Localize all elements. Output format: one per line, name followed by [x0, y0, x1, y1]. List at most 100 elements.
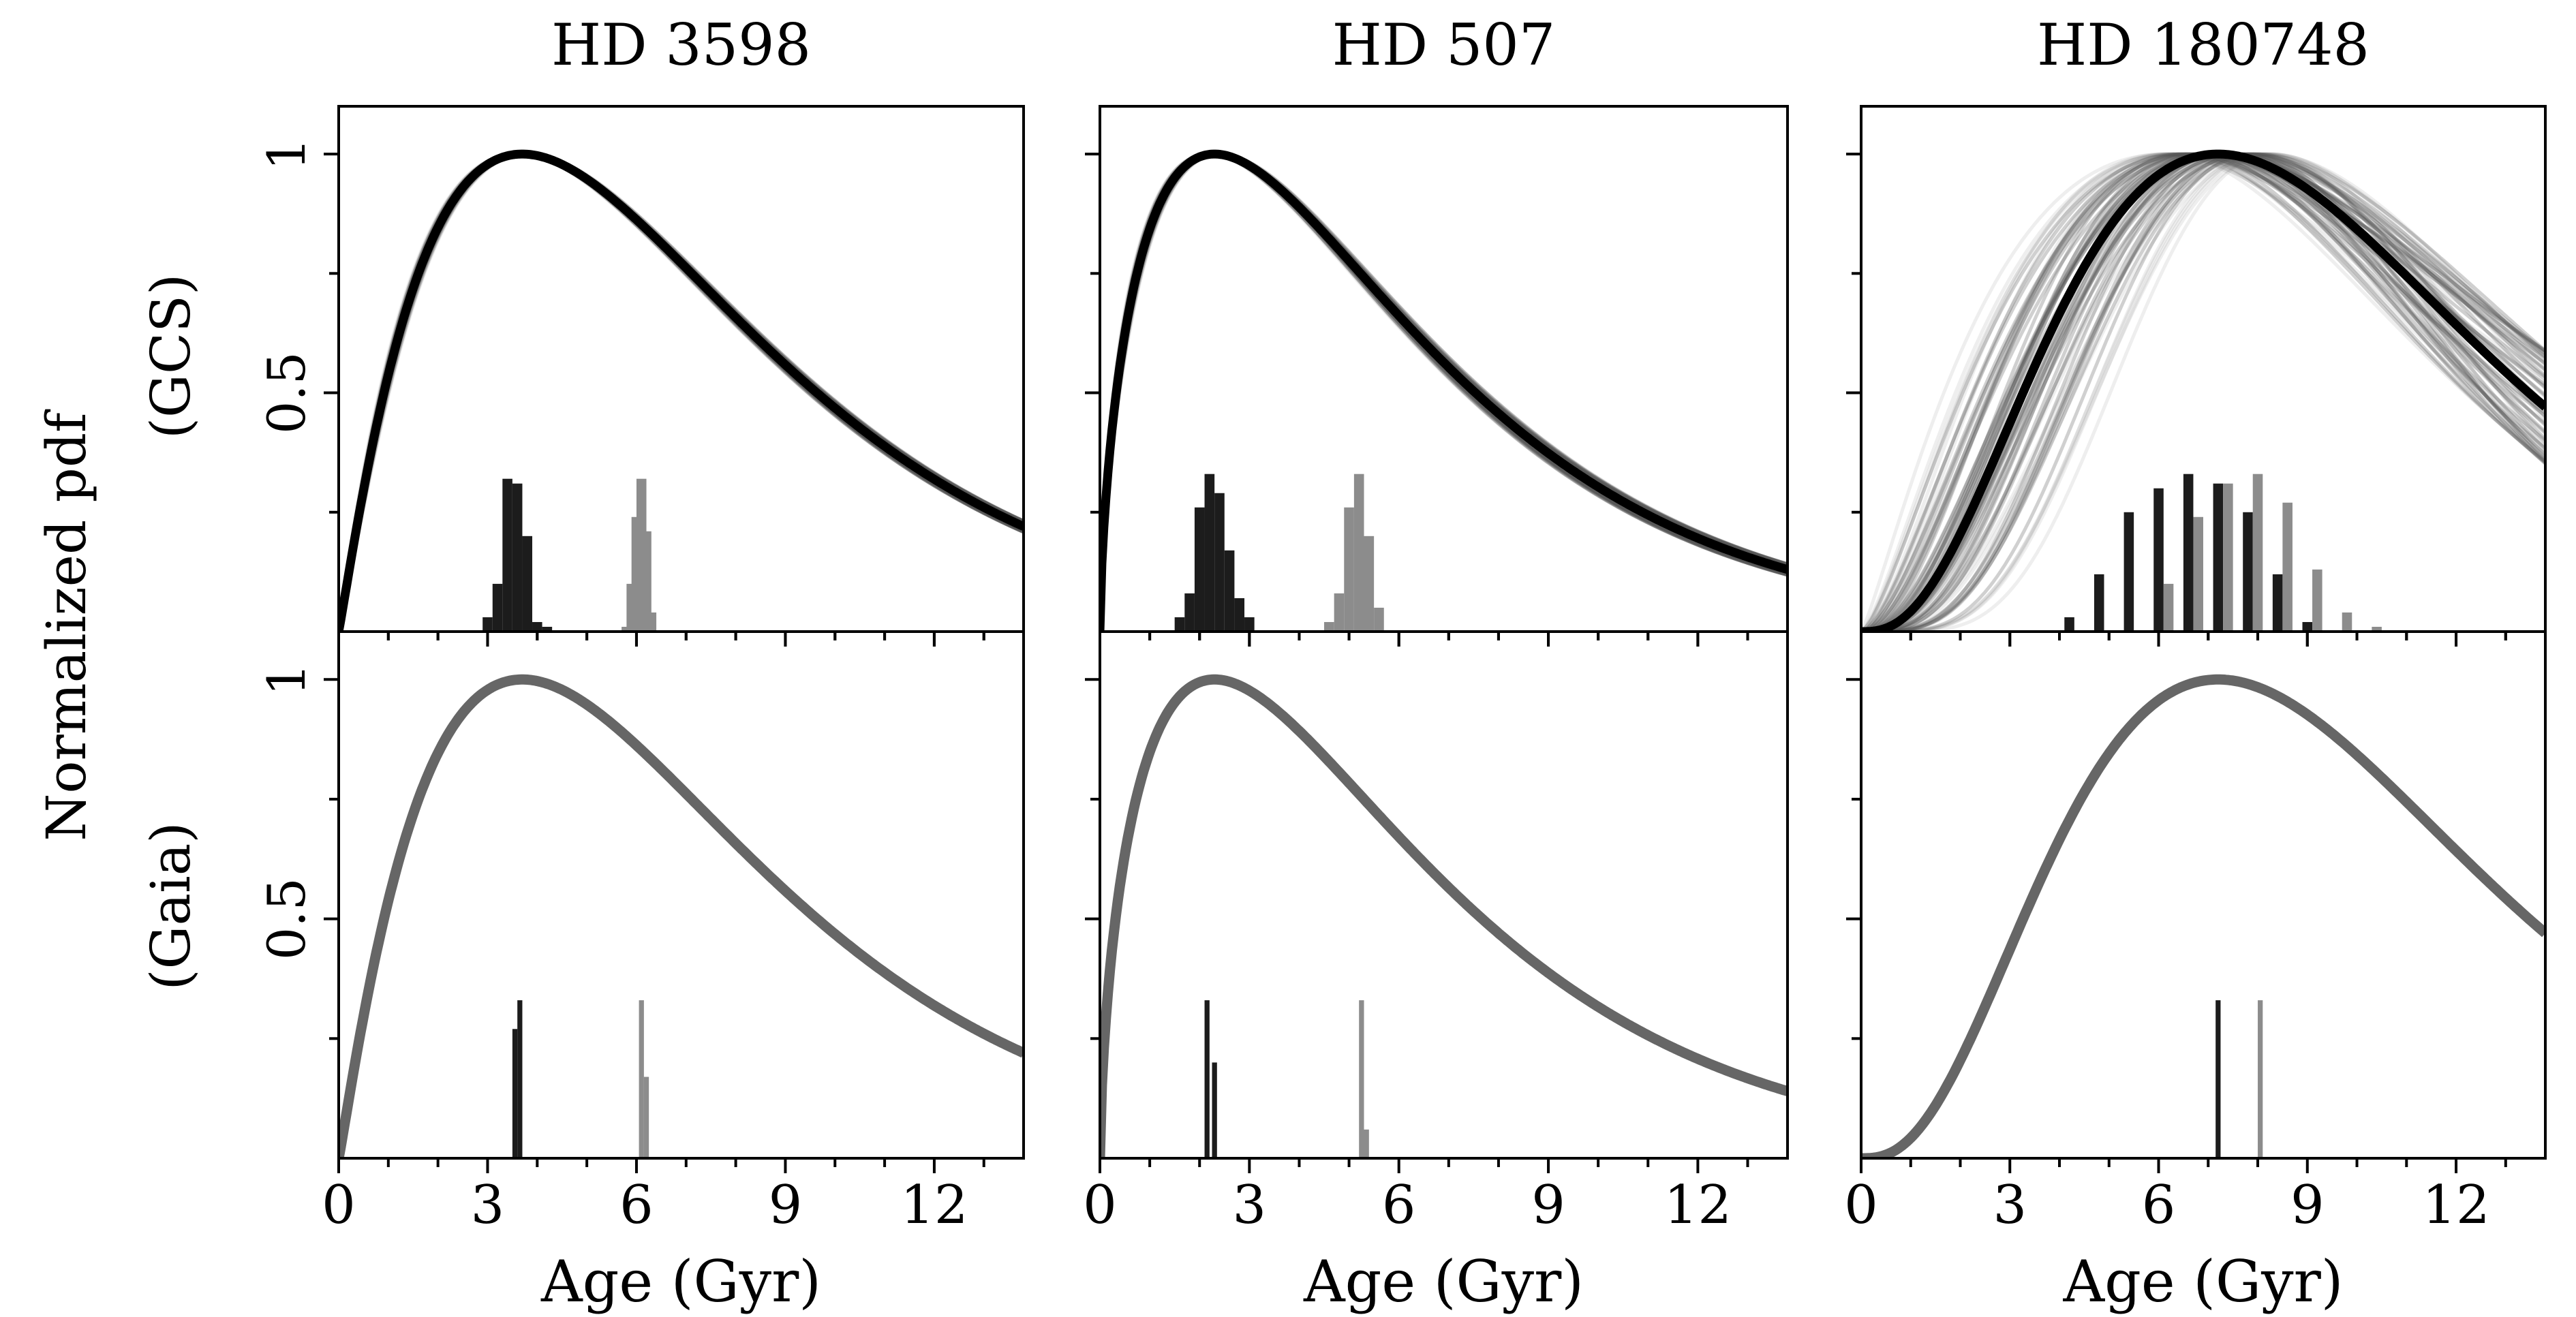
x-tick-label: 9: [2290, 1175, 2325, 1236]
histogram-light-bar: [1374, 607, 1384, 632]
y-axis-main-label: Normalized pdf: [35, 409, 98, 841]
y-tick-label: 1: [256, 138, 317, 170]
histogram-dark-bar: [2213, 483, 2224, 632]
histogram-light-bar: [641, 531, 651, 632]
subplot-body: [1861, 149, 2545, 632]
subplot-body: [339, 674, 1024, 1158]
x-tick-label: 12: [900, 1175, 968, 1236]
x-tick-label: 12: [2422, 1175, 2489, 1236]
x-tick-label: 9: [1531, 1175, 1565, 1236]
gcs-sample-curve: [1861, 152, 2545, 632]
gcs-best-fit-curve: [1861, 149, 2545, 632]
histogram-dark-bar: [492, 583, 503, 632]
histogram-light-bar: [2282, 502, 2293, 632]
histogram-light-bar: [643, 1076, 649, 1158]
histogram-light-bar: [639, 1000, 644, 1158]
x-tick-label: 6: [2142, 1175, 2176, 1236]
subplot-gaia: 0.5 1 0 3 6 9 12 Age (Gyr): [256, 630, 1025, 1315]
gcs-sample-curve: [1861, 152, 2545, 632]
gcs-sample-curve: [1861, 152, 2545, 632]
x-tick-label: 9: [769, 1175, 803, 1236]
histogram-dark-bar: [1214, 493, 1225, 632]
gcs-sample-curve: [1861, 152, 2545, 632]
panel-title: HD 3598: [551, 12, 811, 78]
x-tick-label: 12: [1664, 1175, 1732, 1236]
x-tick-label: 0: [1844, 1175, 1878, 1236]
histogram-dark-bar: [1244, 617, 1255, 632]
subplot-gcs: 0.51: [256, 105, 1025, 647]
gcs-sample-curve: [1861, 152, 2545, 632]
gcs-best-fit-curve: [1100, 149, 1788, 632]
x-tick-label: 6: [1382, 1175, 1416, 1236]
x-tick-label: 3: [1233, 1175, 1267, 1236]
histogram-light-bar: [1359, 1000, 1364, 1158]
x-tick-label: 3: [471, 1175, 505, 1236]
histogram-light-bar: [646, 612, 657, 632]
histogram-dark-bar: [482, 617, 493, 632]
gcs-sample-curve: [1861, 152, 2545, 632]
histogram-dark-bar: [1204, 474, 1215, 632]
x-tick-label: 6: [619, 1175, 654, 1236]
subplot-frame: [1099, 630, 1789, 1160]
subplot-gcs: [1085, 105, 1789, 647]
histogram-light-bar: [1324, 621, 1334, 632]
gcs-sample-curve: [1861, 152, 2545, 632]
gcs-sample-curve: [1861, 152, 2545, 632]
subplot-gaia: 0 3 6 9 12 Age (Gyr): [1844, 630, 2547, 1315]
gcs-sample-curve: [1861, 152, 2545, 632]
histogram-light-bar: [2258, 1000, 2263, 1158]
y-tick-label: 0.5: [256, 878, 317, 960]
subplot-body: [1100, 674, 1788, 1158]
histogram-dark-bar: [512, 483, 523, 632]
histogram-light-bar: [2223, 483, 2233, 632]
gcs-sample-curve: [1861, 152, 2545, 632]
histogram-dark-bar: [522, 536, 533, 632]
histogram-dark-bar: [1204, 1000, 1210, 1158]
gcs-sample-curve: [1861, 152, 2545, 632]
histogram-dark-bar: [1194, 507, 1205, 632]
histogram-light-bar: [2342, 612, 2352, 632]
gcs-sample-curve: [1861, 152, 2545, 632]
subplot-gcs: [1846, 105, 2547, 647]
histogram-light-bar: [2372, 626, 2382, 632]
gcs-sample-curve: [1861, 152, 2545, 632]
gcs-sample-curve: [1861, 152, 2545, 632]
gcs-best-fit-curve: [339, 149, 1024, 632]
histogram-dark-bar: [1184, 593, 1195, 632]
histogram-light-bar: [2312, 569, 2322, 632]
histogram-light-bar: [1364, 536, 1375, 632]
histogram-dark-bar: [2064, 617, 2074, 632]
histogram-dark-bar: [2302, 621, 2313, 632]
x-tick-label: 3: [1993, 1175, 2027, 1236]
subplot-frame: [337, 630, 1025, 1160]
histogram-dark-bar: [542, 626, 553, 632]
histogram-light-bar: [2163, 583, 2174, 632]
x-axis-label: Age (Gyr): [1303, 1248, 1584, 1315]
gaia-curve: [1100, 674, 1788, 1158]
histogram-light-bar: [1364, 1129, 1369, 1158]
subplot-body: [1861, 674, 2545, 1158]
panel-title: HD 507: [1332, 12, 1556, 78]
histogram-dark-bar: [1224, 550, 1235, 632]
y-tick-label: 1: [256, 663, 317, 696]
subplot-body: [339, 149, 1024, 632]
gaia-curve: [339, 674, 1024, 1158]
gcs-sample-curve: [1861, 152, 2545, 632]
subplot-frame: [1860, 630, 2547, 1160]
histogram-dark-bar: [2123, 512, 2134, 632]
histogram-dark-bar: [502, 478, 512, 632]
histogram-light-bar: [1344, 507, 1354, 632]
subplot-gaia: 0 3 6 9 12 Age (Gyr): [1083, 630, 1789, 1315]
x-axis-label: Age (Gyr): [540, 1248, 821, 1315]
histogram-light-bar: [1353, 474, 1364, 632]
gcs-sample-curve: [1861, 152, 2545, 632]
x-tick-label: 0: [1083, 1175, 1117, 1236]
y-tick-label: 0.5: [256, 352, 317, 434]
row-label-gcs: (GCS): [139, 274, 202, 439]
gcs-sample-curve: [1861, 152, 2545, 632]
subplot-body: [1100, 149, 1788, 632]
histogram-dark-bar: [2243, 512, 2253, 632]
row-label-gaia: (Gaia): [139, 822, 202, 990]
panel-title: HD 180748: [2037, 12, 2370, 78]
